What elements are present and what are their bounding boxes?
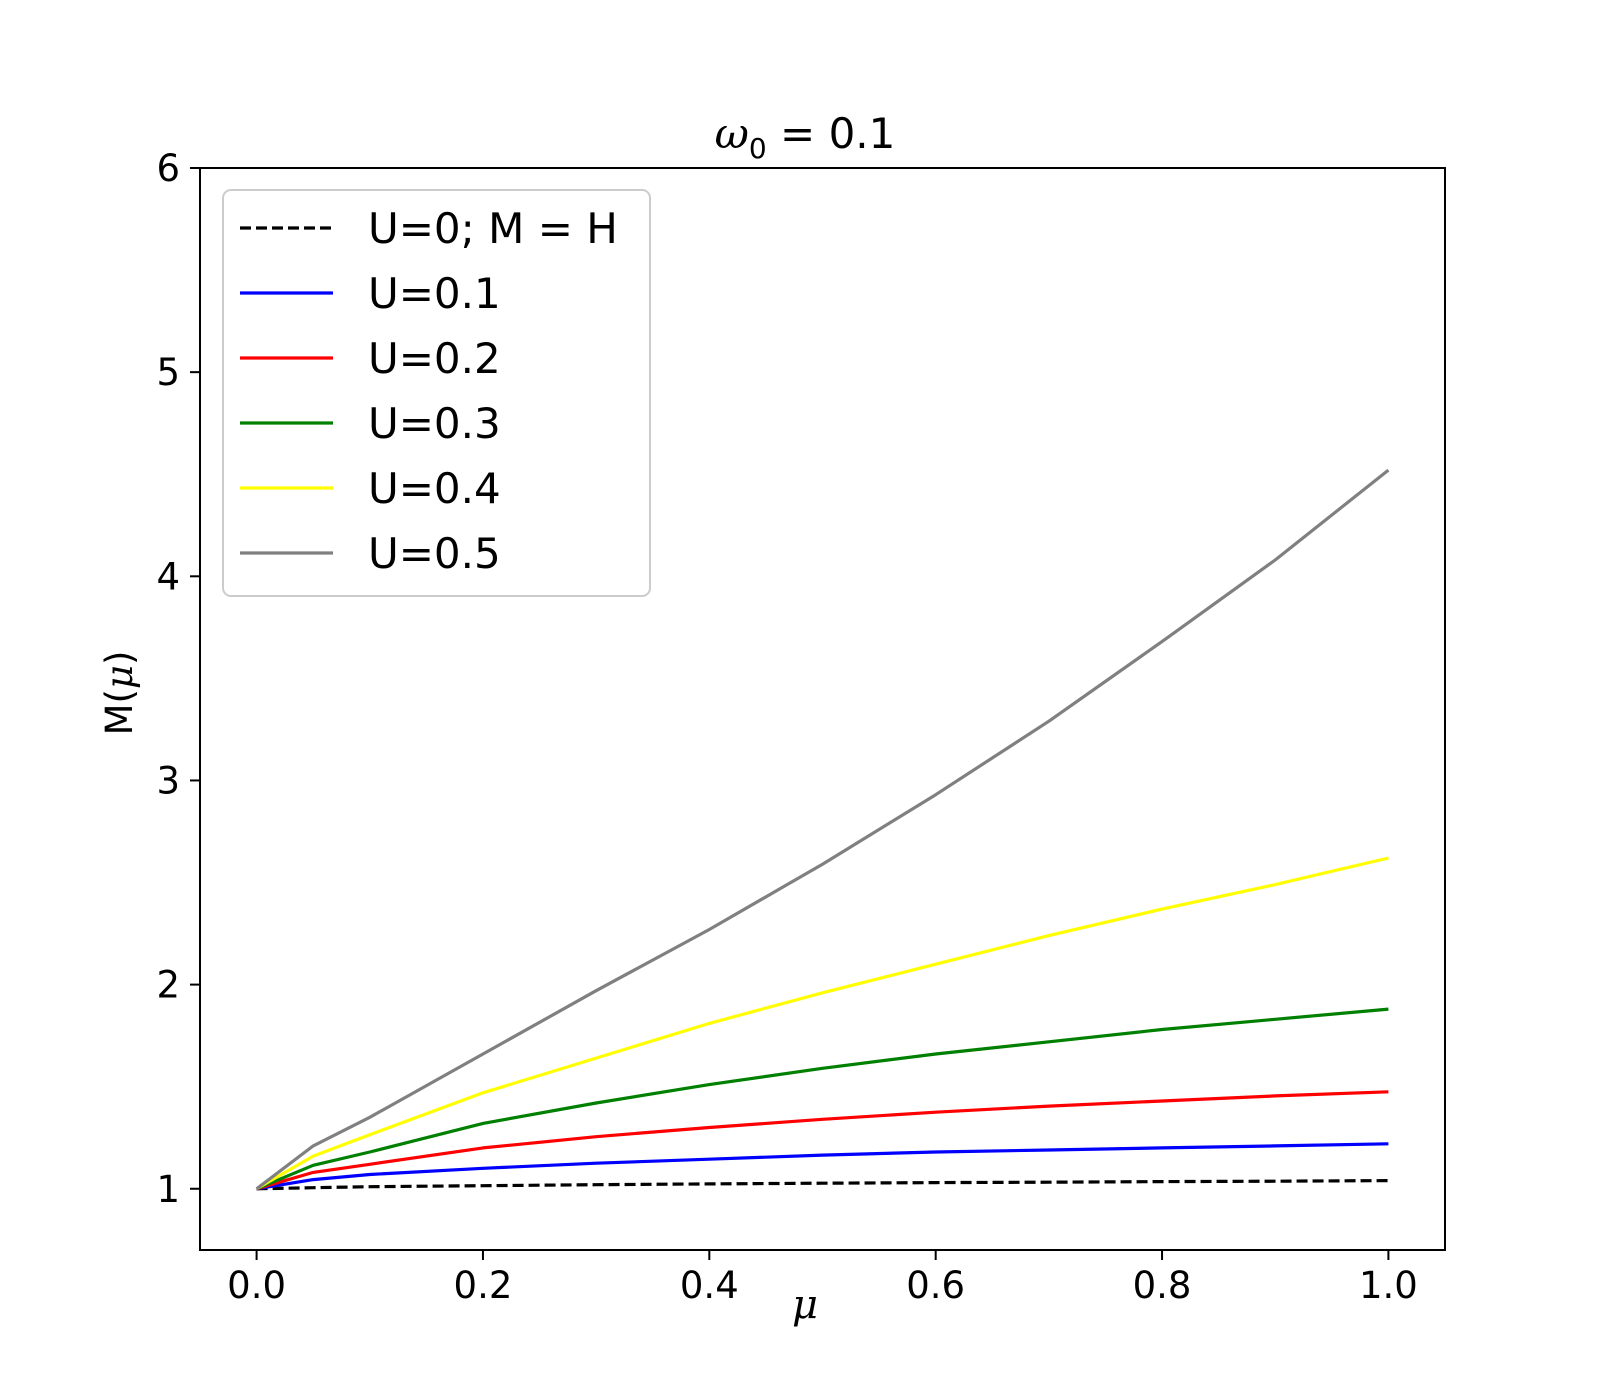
title-subscript: 0 (749, 132, 767, 165)
y-tick-label: 2 (156, 964, 180, 1007)
legend-entries: U=0; M = H U=0.1 U=0.2 U=0.3 U=0.4 U=0.5 (240, 204, 618, 578)
legend-label: U=0.3 (368, 399, 501, 448)
series-line-1 (256, 1142, 1389, 1191)
plot-frame (199, 167, 1446, 1251)
x-axis: 0.0 0.2 0.4 0.6 0.8 1.0 (227, 1250, 1418, 1307)
y-tick-label: 6 (156, 147, 180, 190)
plot-lines (255, 468, 1390, 1191)
series-line-5 (255, 468, 1390, 1191)
x-tick-label: 1.0 (1359, 1264, 1418, 1307)
y-label-prefix: M( (98, 689, 141, 735)
x-axis-label: μ (792, 1282, 818, 1328)
x-tick-label: 0.8 (1133, 1264, 1192, 1307)
legend-label: U=0.5 (368, 529, 501, 578)
y-tick-label: 4 (156, 555, 180, 598)
y-tick-label: 1 (156, 1168, 180, 1211)
series-line-4 (255, 856, 1389, 1191)
x-tick-label: 0.2 (454, 1264, 513, 1307)
legend-label: U=0; M = H (368, 204, 618, 253)
series-line-3 (255, 1007, 1389, 1191)
x-tick-label: 0.6 (906, 1264, 965, 1307)
legend: U=0; M = H U=0.1 U=0.2 U=0.3 U=0.4 U=0.5 (222, 189, 651, 597)
chart-title: ω0 = 0.1 (715, 109, 896, 165)
legend-label: U=0.2 (368, 334, 501, 383)
y-axis-label: M(μ) (98, 651, 141, 736)
y-tick-label: 3 (156, 759, 180, 802)
x-tick-label: 0.0 (227, 1264, 286, 1307)
title-rest: = 0.1 (767, 109, 896, 158)
y-axis: 1 2 3 4 5 6 (156, 147, 200, 1211)
x-tick-label: 0.4 (680, 1264, 739, 1307)
y-tick-label: 5 (156, 351, 180, 394)
legend-label: U=0.1 (368, 269, 501, 318)
title-symbol: ω (715, 109, 749, 158)
legend-label: U=0.4 (368, 464, 501, 513)
series-line-0 (256, 1178, 1389, 1191)
series-line-2 (256, 1090, 1389, 1191)
y-label-suffix: ) (98, 651, 141, 665)
y-label-symbol: μ (98, 665, 141, 689)
